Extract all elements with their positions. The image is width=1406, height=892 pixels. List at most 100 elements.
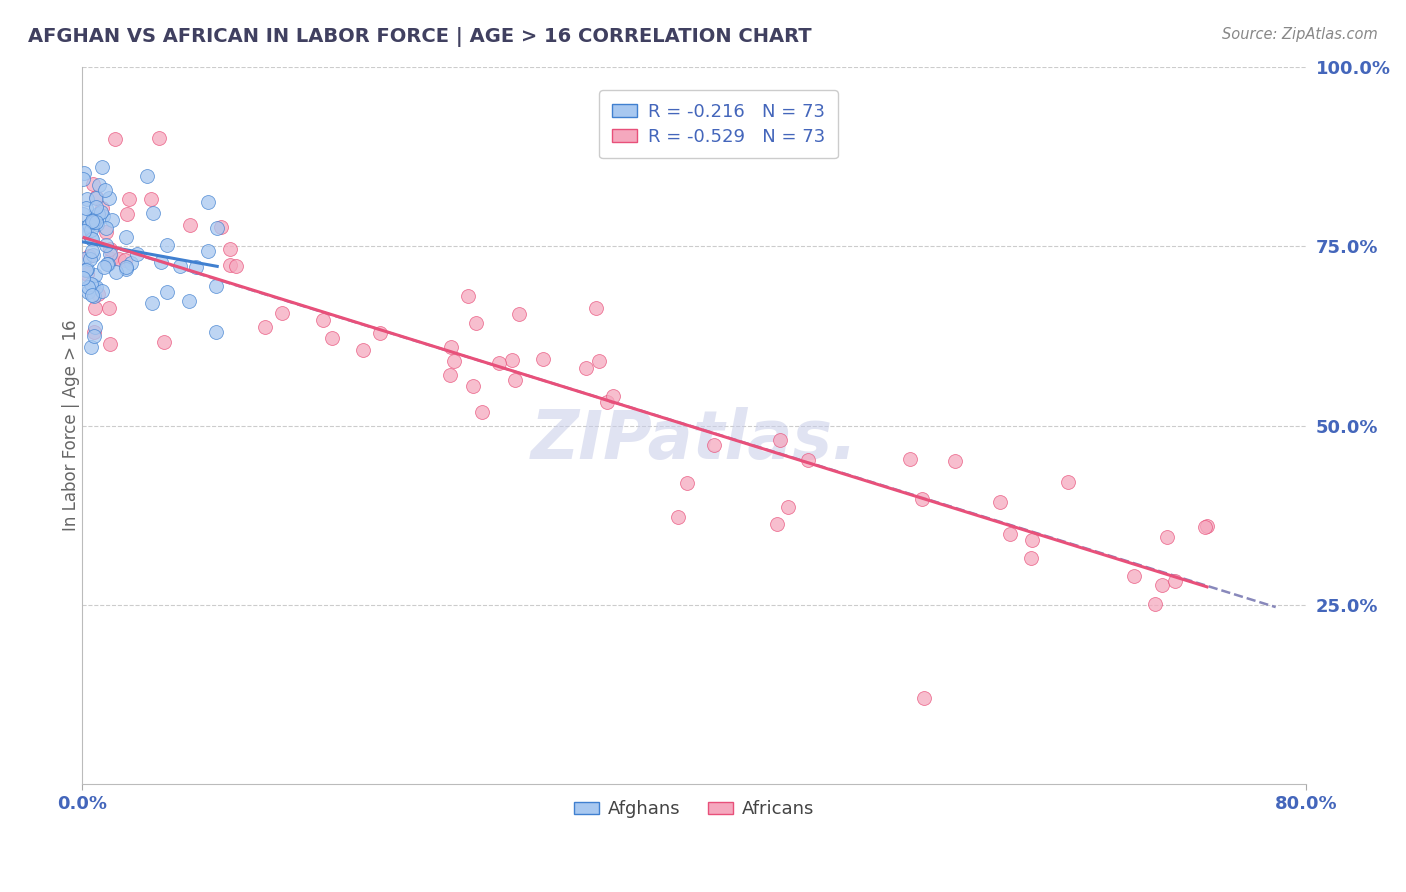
Point: [156, 238, 179, 252]
Point: [1144, 597, 1167, 611]
Point: [120, 256, 142, 270]
Point: [76, 261, 98, 276]
Point: [98, 191, 121, 205]
Point: [488, 356, 510, 370]
Point: [766, 516, 789, 531]
Point: [585, 301, 607, 315]
Point: [471, 404, 494, 418]
Point: [75, 201, 97, 215]
Point: [86, 217, 108, 231]
Point: [93, 260, 115, 275]
Point: [464, 316, 486, 330]
Point: [575, 361, 598, 376]
Point: [153, 335, 176, 350]
Point: [83, 328, 105, 343]
Point: [1021, 533, 1043, 547]
Point: [87, 287, 110, 301]
Text: AFGHAN VS AFRICAN IN LABOR FORCE | AGE > 16 CORRELATION CHART: AFGHAN VS AFRICAN IN LABOR FORCE | AGE >…: [28, 27, 811, 46]
Point: [352, 343, 374, 357]
Point: [79, 222, 101, 236]
Point: [136, 169, 159, 183]
Point: [197, 195, 219, 210]
Point: [82, 215, 104, 229]
Point: [443, 354, 465, 368]
Point: [108, 252, 131, 267]
Point: [94, 225, 117, 239]
Point: [86, 280, 108, 294]
Point: [80, 232, 103, 246]
Point: [139, 192, 162, 206]
Point: [115, 207, 138, 221]
Point: [205, 279, 228, 293]
Point: [225, 259, 247, 273]
Point: [80, 340, 103, 354]
Point: [596, 394, 619, 409]
Point: [72, 270, 94, 285]
Point: [82, 278, 104, 293]
Point: [900, 451, 922, 466]
Point: [531, 351, 554, 366]
Point: [912, 691, 935, 706]
Point: [271, 306, 294, 320]
Point: [988, 495, 1011, 509]
Point: [209, 220, 232, 235]
Point: [179, 219, 201, 233]
Point: [98, 336, 121, 351]
Point: [98, 247, 121, 261]
Point: [94, 238, 117, 252]
Point: [83, 325, 105, 339]
Point: [77, 285, 100, 300]
Point: [87, 207, 110, 221]
Point: [87, 178, 110, 193]
Point: [998, 527, 1021, 541]
Point: [80, 214, 103, 228]
Point: [115, 261, 138, 276]
Point: [72, 252, 94, 267]
Point: [84, 215, 107, 229]
Point: [457, 289, 479, 303]
Point: [80, 277, 103, 292]
Point: [1156, 530, 1178, 544]
Point: [776, 500, 799, 514]
Point: [588, 353, 610, 368]
Point: [141, 296, 163, 310]
Point: [90, 205, 112, 219]
Point: [169, 260, 191, 274]
Point: [219, 242, 242, 256]
Point: [675, 476, 697, 491]
Point: [312, 313, 335, 327]
Point: [82, 244, 104, 259]
Point: [602, 389, 624, 403]
Point: [84, 268, 107, 282]
Point: [148, 131, 170, 145]
Point: [797, 453, 820, 467]
Point: [503, 373, 526, 387]
Point: [72, 166, 94, 180]
Point: [101, 212, 124, 227]
Point: [91, 201, 114, 215]
Point: [73, 224, 96, 238]
Text: ZIPat​las.: ZIPat​las.: [530, 407, 858, 473]
Point: [83, 289, 105, 303]
Point: [115, 230, 138, 244]
Point: [79, 231, 101, 245]
Point: [440, 340, 463, 354]
Point: [77, 279, 100, 293]
Point: [1194, 520, 1216, 534]
Point: [79, 252, 101, 266]
Point: [769, 433, 792, 447]
Point: [98, 301, 121, 315]
Point: [666, 510, 689, 524]
Point: [1123, 569, 1146, 583]
Point: [127, 247, 149, 261]
Point: [439, 368, 461, 382]
Text: Source: ZipAtlas.com: Source: ZipAtlas.com: [1222, 27, 1378, 42]
Point: [1195, 519, 1218, 533]
Point: [83, 211, 105, 226]
Point: [1057, 475, 1080, 489]
Point: [114, 253, 136, 268]
Point: [82, 287, 104, 301]
Point: [142, 206, 165, 220]
Point: [73, 223, 96, 237]
Point: [118, 193, 141, 207]
